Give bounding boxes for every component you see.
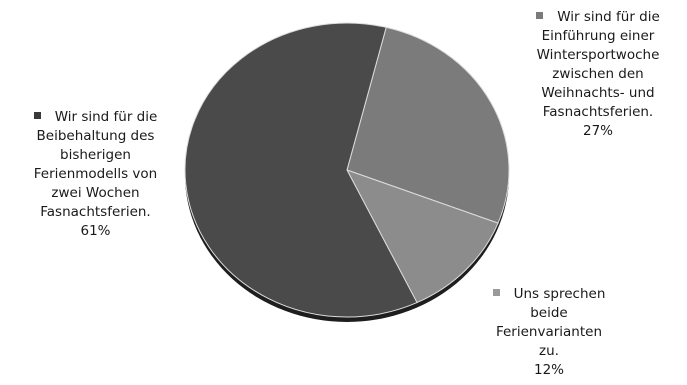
slice-label-beide: Uns sprechen beide Ferienvarianten zu. 1… xyxy=(474,285,624,380)
pie-slice-1 xyxy=(346,26,510,224)
slice-value-label: 61% xyxy=(80,223,111,239)
slice-label-wintersportwoche: Wir sind für die Einführung einer Winter… xyxy=(508,8,687,141)
label-marker-icon xyxy=(33,112,41,119)
slice-value-label: 12% xyxy=(533,362,564,378)
slice-label-beibehaltung: Wir sind für die Beibehaltung des bisher… xyxy=(8,108,183,241)
slice-label-text: Wir sind für die Beibehaltung des bisher… xyxy=(33,109,158,220)
pie-slice-0 xyxy=(184,22,418,318)
slice-value-label: 27% xyxy=(582,123,613,139)
pie-slices xyxy=(184,22,510,318)
slice-label-text: Uns sprechen beide Ferienvarianten zu. xyxy=(492,286,605,359)
label-marker-icon xyxy=(492,289,500,296)
pie-slice-2 xyxy=(345,169,499,304)
label-marker-icon xyxy=(536,12,544,19)
slice-label-text: Wir sind für die Einführung einer Winter… xyxy=(536,9,660,120)
